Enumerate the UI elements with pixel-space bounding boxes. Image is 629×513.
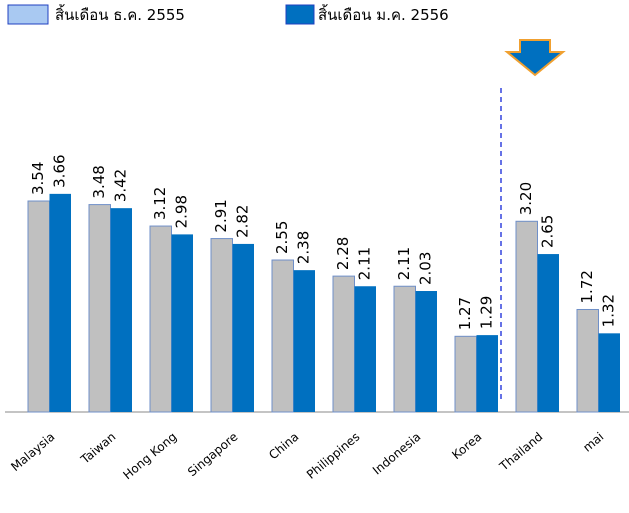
bar bbox=[354, 286, 376, 412]
legend-label: สิ้นเดือน ม.ค. 2556 bbox=[318, 4, 449, 24]
legend-swatch bbox=[285, 4, 315, 25]
bar bbox=[232, 243, 254, 412]
x-tick-label: Singapore bbox=[185, 430, 240, 480]
legend-swatch bbox=[7, 4, 49, 25]
bar bbox=[454, 335, 477, 413]
x-tick-label: Indonesia bbox=[370, 430, 423, 478]
x-tick-label: Hong Kong bbox=[120, 430, 179, 483]
value-label: 3.54 bbox=[29, 162, 47, 195]
bar bbox=[576, 308, 599, 413]
legend-label: สิ้นเดือน ธ.ค. 2555 bbox=[55, 4, 185, 24]
bar bbox=[515, 220, 538, 413]
bar bbox=[415, 291, 437, 412]
bar bbox=[110, 208, 132, 412]
bar bbox=[293, 270, 315, 412]
value-label: 2.11 bbox=[356, 247, 374, 280]
value-label: 2.65 bbox=[539, 215, 557, 248]
arrow bbox=[504, 39, 566, 77]
value-label: 1.29 bbox=[478, 296, 496, 329]
bar bbox=[210, 238, 233, 413]
bar bbox=[27, 200, 50, 413]
x-tick-label: Taiwan bbox=[77, 430, 118, 468]
bar bbox=[476, 335, 498, 412]
value-label: 2.98 bbox=[173, 195, 191, 228]
value-label: 3.42 bbox=[112, 169, 130, 202]
x-tick-label: Korea bbox=[449, 430, 484, 463]
x-tick-label: Malaysia bbox=[8, 430, 57, 474]
bar bbox=[49, 193, 71, 412]
value-label: 3.66 bbox=[51, 154, 69, 187]
value-label: 1.72 bbox=[578, 270, 596, 303]
value-label: 3.20 bbox=[517, 182, 535, 215]
x-tick-label: Philippines bbox=[304, 430, 363, 482]
bar bbox=[171, 234, 193, 412]
value-label: 1.27 bbox=[456, 297, 474, 330]
value-label: 3.48 bbox=[90, 165, 108, 198]
x-tick-label: mai bbox=[580, 430, 606, 455]
bar bbox=[332, 275, 355, 413]
bar bbox=[393, 285, 416, 413]
value-label: 2.38 bbox=[295, 231, 313, 264]
value-label: 2.82 bbox=[234, 205, 252, 238]
x-tick-label: China bbox=[266, 430, 301, 463]
bar bbox=[271, 259, 294, 413]
bar bbox=[88, 204, 111, 413]
bar bbox=[149, 225, 172, 413]
x-tick-label: Thailand bbox=[496, 430, 545, 475]
value-label: 2.28 bbox=[334, 237, 352, 270]
bar bbox=[537, 254, 559, 412]
value-label: 2.55 bbox=[273, 221, 291, 254]
value-label: 3.12 bbox=[151, 187, 169, 220]
bar bbox=[598, 333, 620, 412]
value-label: 2.03 bbox=[417, 252, 435, 285]
value-label: 2.11 bbox=[395, 247, 413, 280]
value-label: 1.32 bbox=[600, 294, 618, 327]
value-label: 2.91 bbox=[212, 199, 230, 232]
